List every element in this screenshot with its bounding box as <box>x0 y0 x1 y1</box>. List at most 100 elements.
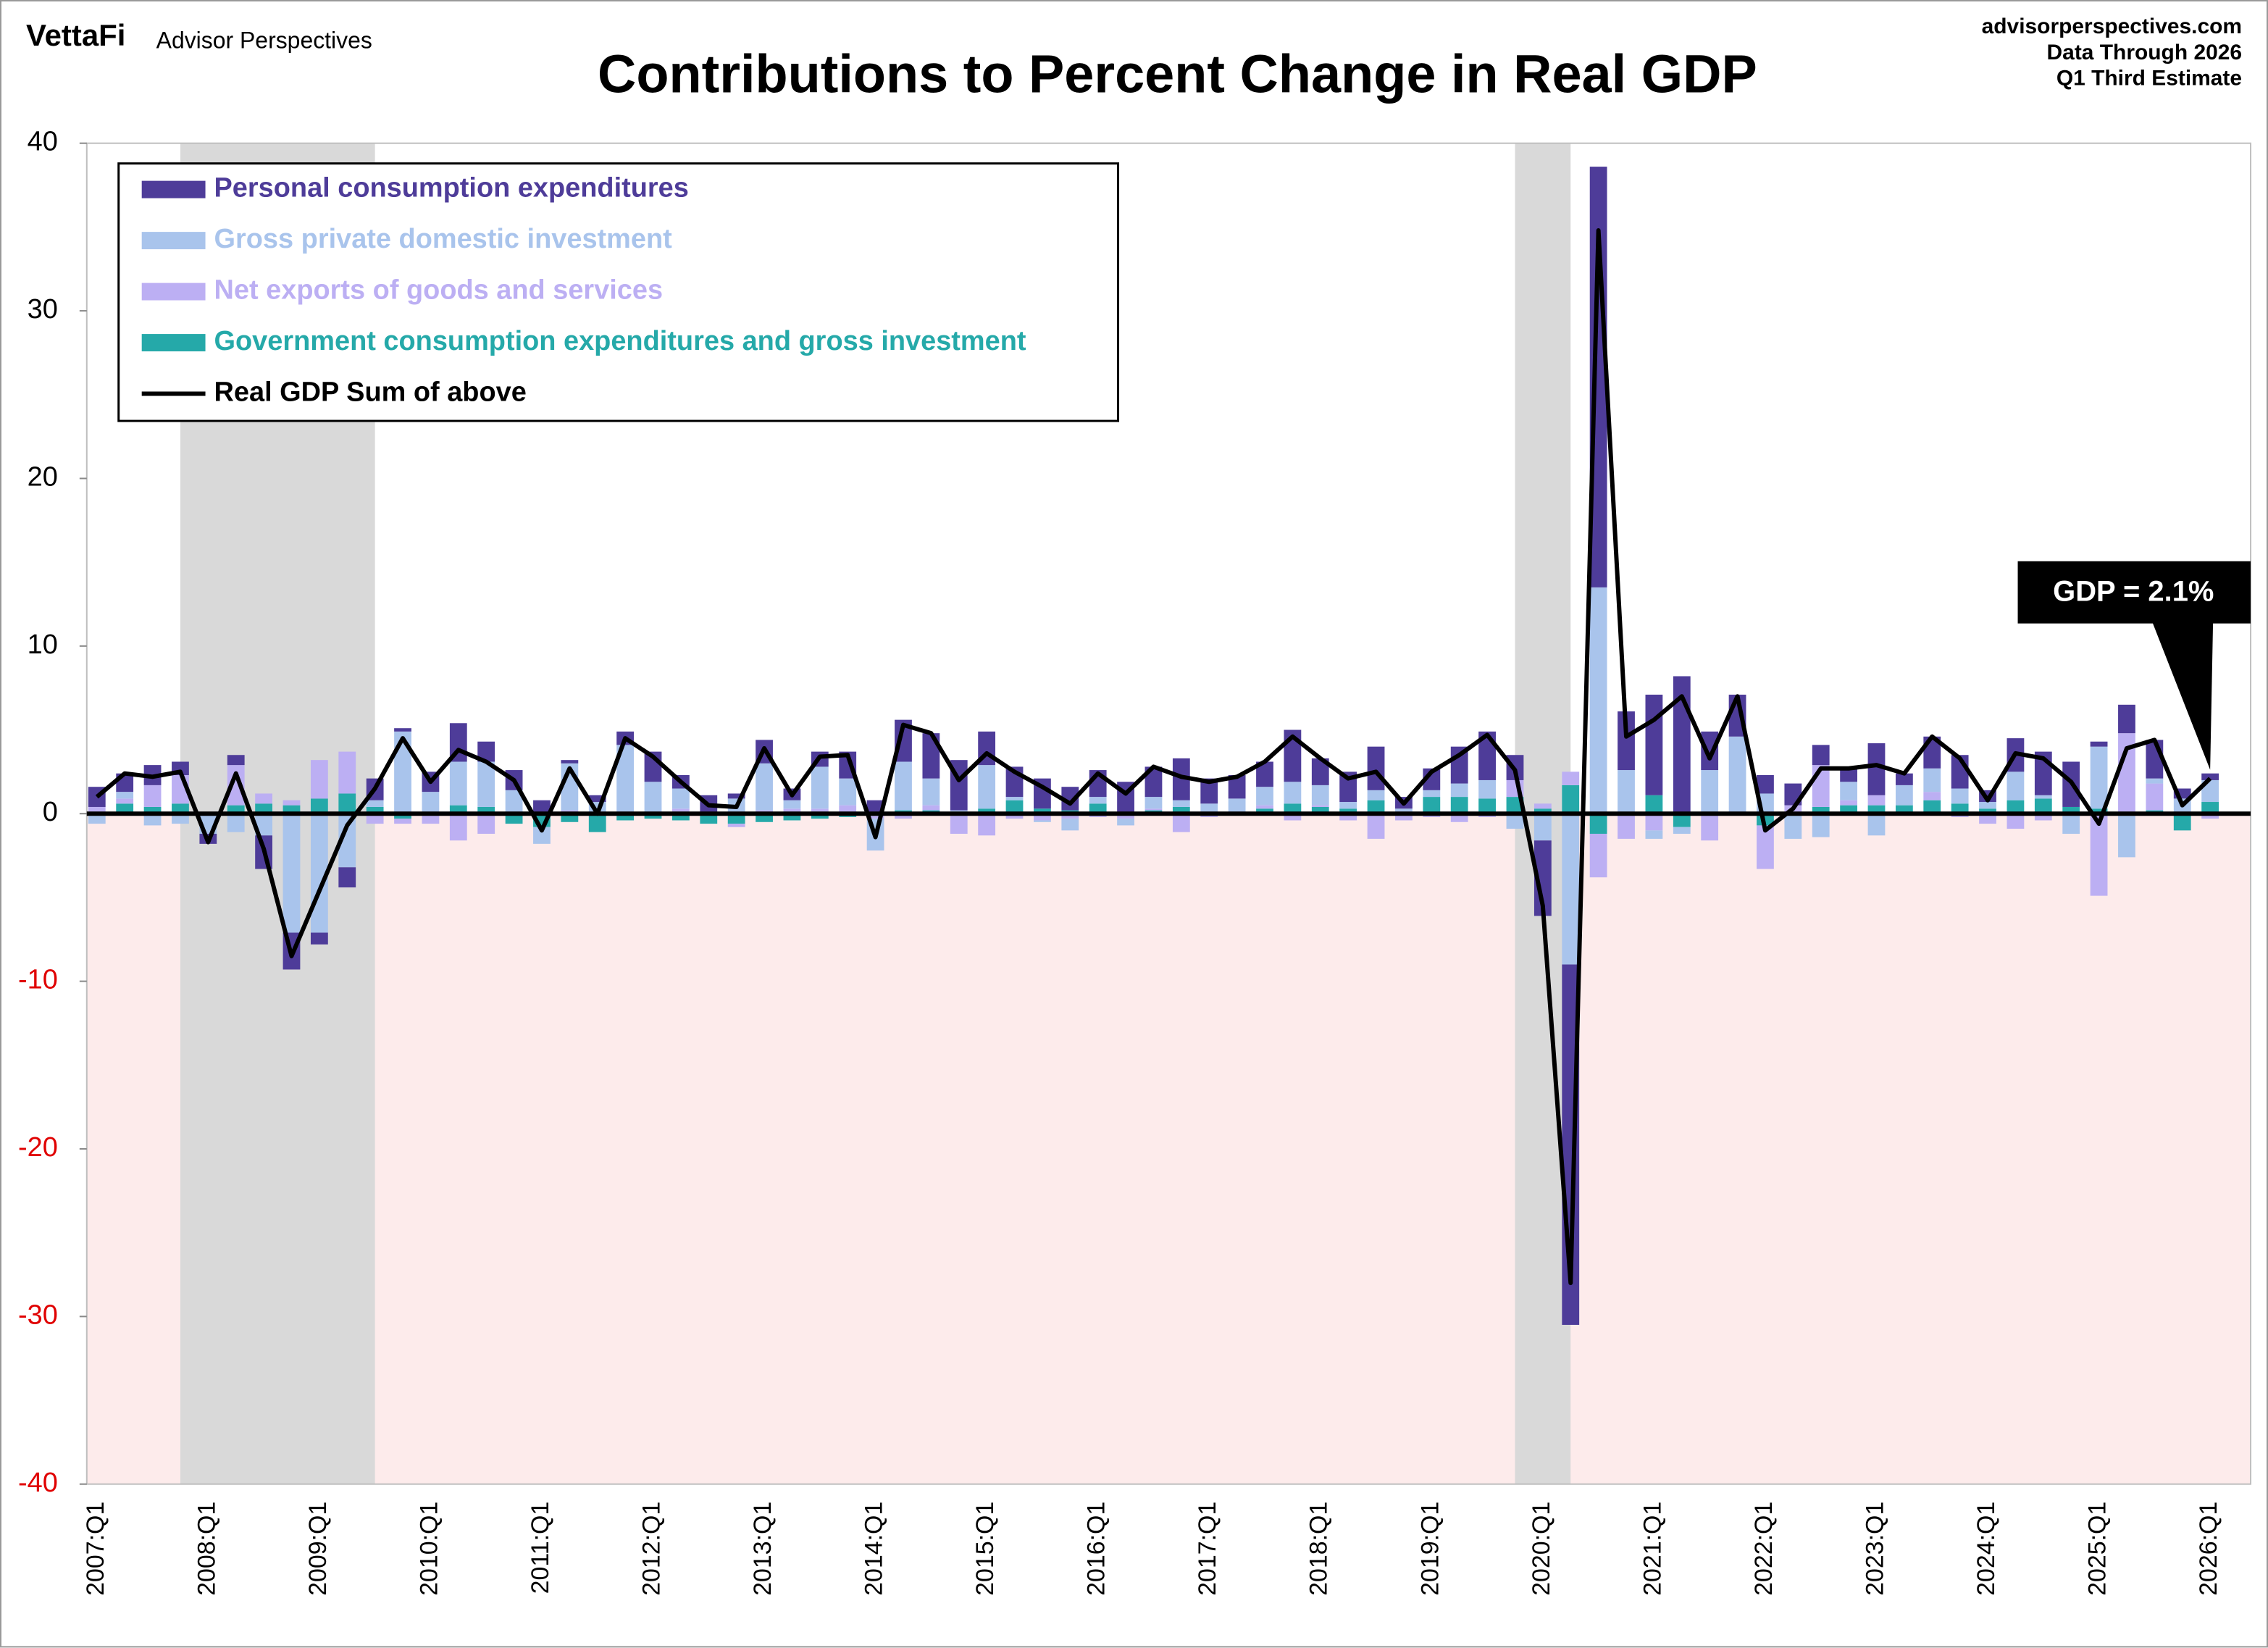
bar <box>866 813 884 819</box>
bar <box>533 800 551 814</box>
bar <box>978 813 996 836</box>
bar <box>895 761 912 811</box>
bar <box>1367 800 1385 814</box>
bar <box>1923 800 1941 814</box>
bar <box>1533 808 1552 814</box>
bar <box>338 751 356 794</box>
bar <box>1701 815 1719 841</box>
legend-swatch <box>141 232 206 250</box>
bar <box>1172 800 1190 807</box>
bar <box>2034 798 2052 814</box>
bar <box>1840 800 1858 806</box>
bar <box>116 803 134 814</box>
bar <box>950 813 968 834</box>
bar <box>1589 833 1607 878</box>
bar <box>1923 792 1941 800</box>
bar <box>1005 797 1024 800</box>
bar <box>227 805 245 814</box>
bar <box>449 805 467 814</box>
bar <box>616 813 635 821</box>
bar <box>1311 785 1329 806</box>
bar <box>1979 802 1996 809</box>
x-tick-label: 2007:Q1 <box>82 1502 109 1596</box>
bar <box>310 760 328 799</box>
bar <box>1728 736 1746 812</box>
bar <box>1645 694 1663 795</box>
bar <box>1784 813 1802 839</box>
bar <box>1311 806 1329 814</box>
bar <box>1645 795 1663 814</box>
bar <box>338 793 356 814</box>
bar <box>588 795 606 803</box>
brand: VettaFi <box>26 18 125 52</box>
bar <box>1562 813 1580 965</box>
source-line: Data Through 2026 <box>2047 41 2243 64</box>
bar <box>2118 733 2135 814</box>
bar <box>394 813 411 819</box>
y-tick-label: -10 <box>18 965 58 995</box>
bar <box>394 731 411 814</box>
bar <box>2034 795 2052 799</box>
x-tick-label: 2023:Q1 <box>1861 1502 1888 1596</box>
bar <box>2173 813 2191 831</box>
bar <box>1311 805 1329 807</box>
bar <box>283 800 301 806</box>
bar <box>143 785 162 807</box>
bar <box>1812 745 1830 766</box>
bar <box>1145 808 1163 811</box>
bar <box>227 813 245 832</box>
bar <box>811 808 829 814</box>
bar <box>839 778 857 806</box>
bar <box>1618 770 1635 812</box>
bar <box>1867 743 1886 795</box>
bar <box>1005 800 1024 814</box>
legend-swatch <box>141 334 206 352</box>
bar <box>588 813 606 832</box>
bar <box>2034 813 2052 821</box>
bar <box>477 741 495 762</box>
bar <box>143 813 162 826</box>
bar <box>1034 820 1051 822</box>
bar <box>1867 805 1886 814</box>
publisher: Advisor Perspectives <box>156 27 372 53</box>
bar <box>143 806 162 814</box>
bar <box>922 778 940 806</box>
y-tick-label: 30 <box>28 294 58 325</box>
bar <box>671 788 690 809</box>
bar <box>1145 797 1163 809</box>
bar <box>1367 813 1385 839</box>
x-tick-label: 2018:Q1 <box>1305 1502 1333 1596</box>
bar <box>1701 770 1719 814</box>
bar <box>1840 782 1858 800</box>
bar <box>2007 813 2025 829</box>
bar <box>978 808 996 814</box>
bar <box>1618 813 1635 839</box>
bar <box>1812 806 1830 814</box>
bar <box>561 813 579 822</box>
bar <box>561 760 579 764</box>
bar <box>2201 773 2219 780</box>
bar <box>1562 771 1580 785</box>
bar <box>1172 813 1190 832</box>
bar <box>671 813 690 821</box>
bar <box>1895 785 1913 806</box>
negative-region <box>86 813 2251 1484</box>
bar <box>2201 802 2219 814</box>
bar <box>1450 783 1468 798</box>
x-tick-label: 2015:Q1 <box>971 1502 999 1596</box>
bar <box>505 813 523 824</box>
bar <box>1284 803 1302 814</box>
bar <box>1562 785 1580 814</box>
bar <box>727 793 745 799</box>
y-tick-label: 20 <box>28 461 58 492</box>
bar <box>2007 771 2025 800</box>
bar <box>116 792 134 799</box>
x-tick-label: 2026:Q1 <box>2195 1502 2222 1596</box>
bar <box>1951 803 1969 814</box>
bar <box>700 813 718 824</box>
bar <box>394 819 411 824</box>
bar <box>2007 800 2025 814</box>
bar <box>505 790 523 812</box>
bar <box>449 761 467 806</box>
